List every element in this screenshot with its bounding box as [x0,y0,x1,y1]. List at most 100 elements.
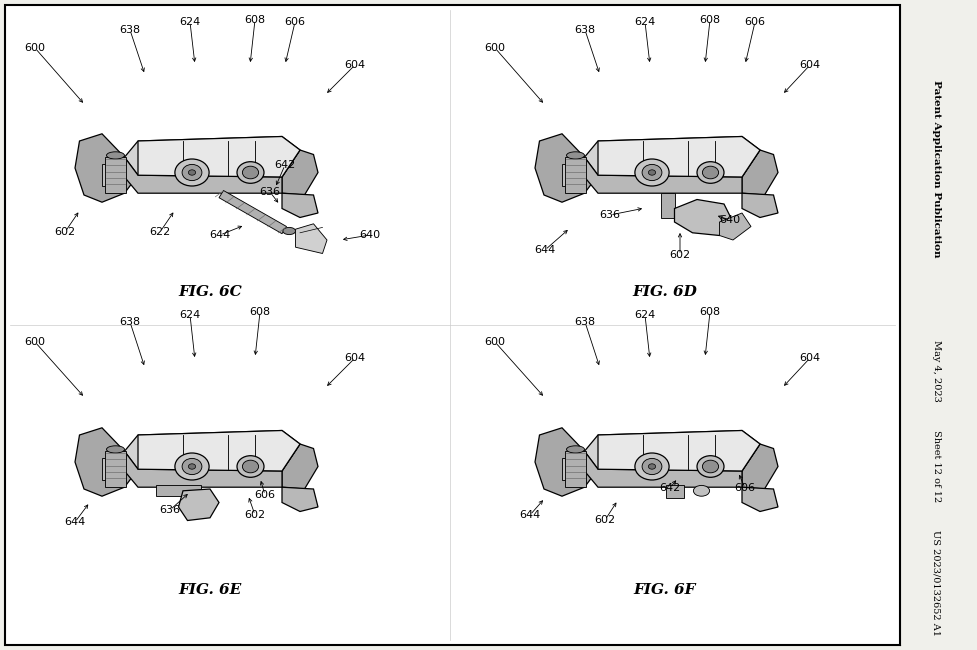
Polygon shape [282,193,318,218]
Polygon shape [102,458,120,480]
Ellipse shape [175,453,209,480]
Text: 636: 636 [260,187,280,197]
Ellipse shape [635,159,669,186]
Text: 644: 644 [534,245,556,255]
Ellipse shape [567,152,584,159]
Text: 636: 636 [159,505,181,515]
Text: 606: 606 [735,483,755,493]
Polygon shape [138,136,300,177]
Polygon shape [295,224,327,254]
Polygon shape [282,488,318,512]
Polygon shape [665,484,684,498]
Polygon shape [535,134,598,202]
Text: 624: 624 [180,17,200,27]
Text: 638: 638 [574,317,596,327]
Polygon shape [562,164,580,186]
Polygon shape [124,157,282,193]
Polygon shape [742,193,778,218]
Ellipse shape [182,458,202,474]
Ellipse shape [106,152,124,159]
Text: 644: 644 [209,230,231,240]
Text: 604: 604 [345,60,365,70]
Polygon shape [562,458,580,480]
Polygon shape [179,489,219,521]
Text: 600: 600 [24,43,46,53]
Text: 624: 624 [180,310,200,320]
Text: 606: 606 [284,17,306,27]
Polygon shape [102,164,120,186]
Text: 640: 640 [360,230,381,240]
Text: 608: 608 [244,15,266,25]
Text: 606: 606 [254,490,276,500]
Polygon shape [719,213,751,240]
Polygon shape [584,430,760,471]
Ellipse shape [237,456,264,477]
Bar [565,157,586,193]
Text: 644: 644 [64,517,86,527]
Polygon shape [742,488,778,512]
Text: 600: 600 [485,337,505,347]
Ellipse shape [702,166,719,179]
Bar [105,451,126,488]
Ellipse shape [237,162,264,183]
Text: Sheet 12 of 12: Sheet 12 of 12 [931,430,941,502]
Text: 622: 622 [149,227,171,237]
Text: US 2023/0132652 A1: US 2023/0132652 A1 [931,530,941,636]
Ellipse shape [694,486,709,496]
Text: 624: 624 [634,310,656,320]
Polygon shape [535,428,598,496]
Ellipse shape [175,159,209,186]
Text: 604: 604 [345,353,365,363]
Polygon shape [674,200,733,235]
Polygon shape [124,451,282,488]
Text: 636: 636 [600,210,620,220]
Polygon shape [584,136,760,177]
Text: FIG. 6D: FIG. 6D [632,285,698,299]
Bar [900,5,972,645]
Text: 638: 638 [119,317,141,327]
Text: 644: 644 [520,510,540,520]
Polygon shape [598,430,760,471]
Text: 608: 608 [249,307,271,317]
Ellipse shape [635,453,669,480]
Text: 608: 608 [700,15,721,25]
Text: 642: 642 [659,483,681,493]
Polygon shape [219,190,286,234]
Bar [565,451,586,488]
Text: May 4, 2023: May 4, 2023 [931,340,941,402]
Text: FIG. 6C: FIG. 6C [178,285,242,299]
Ellipse shape [567,446,584,453]
Ellipse shape [642,164,661,181]
Polygon shape [124,136,300,177]
Text: 606: 606 [744,17,766,27]
Text: 638: 638 [119,25,141,35]
Text: 638: 638 [574,25,596,35]
Text: 642: 642 [275,160,296,170]
Text: 604: 604 [799,353,821,363]
Polygon shape [282,150,318,195]
Ellipse shape [642,458,661,474]
Polygon shape [75,428,138,496]
Ellipse shape [242,166,259,179]
Text: FIG. 6E: FIG. 6E [179,583,241,597]
Ellipse shape [106,446,124,453]
Ellipse shape [189,464,195,469]
Ellipse shape [649,464,656,469]
Ellipse shape [189,170,195,176]
Text: 602: 602 [669,250,691,260]
Polygon shape [75,134,138,202]
Polygon shape [156,484,201,496]
Text: 640: 640 [719,215,741,225]
Text: 602: 602 [55,227,75,237]
Text: 602: 602 [594,515,616,525]
Ellipse shape [649,170,656,176]
Ellipse shape [702,460,719,473]
Text: 604: 604 [799,60,821,70]
Bar [105,157,126,193]
Polygon shape [584,451,742,488]
Ellipse shape [697,162,724,183]
Ellipse shape [182,164,202,181]
Polygon shape [124,430,300,471]
Text: Patent Application Publication: Patent Application Publication [931,80,941,257]
Polygon shape [661,193,674,218]
